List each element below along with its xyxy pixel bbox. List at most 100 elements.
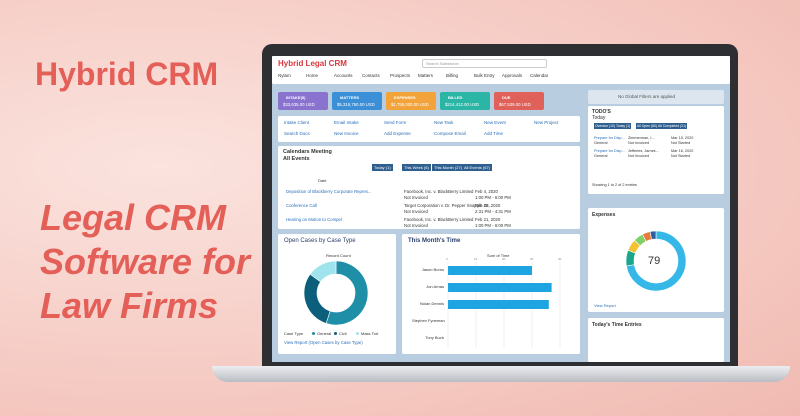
pie-slice [309, 260, 337, 283]
calendar-filter[interactable]: All Events (67) [462, 164, 493, 171]
legend-label: General [317, 331, 332, 336]
action-link[interactable]: New Event [484, 120, 506, 125]
todo-status: Not Invoiced [628, 141, 650, 145]
filter-note: No Global Filters are applied [618, 94, 676, 99]
x-tick-label: 0 [446, 257, 448, 261]
nav-item[interactable]: Matters [418, 73, 434, 78]
legend-label: Mass Tort [361, 331, 379, 336]
todo-subtitle: Today [592, 115, 606, 121]
time-entries-card [588, 318, 724, 362]
y-tick-label: Tony Buch [425, 335, 444, 340]
chart-footer[interactable]: View Report (Open Cases by Case Type) [284, 340, 363, 345]
action-link[interactable]: Compose Email [434, 131, 466, 136]
event-name[interactable]: Deposition of Blackberry Corporate Repre… [286, 189, 372, 194]
x-tick-label: 40 [558, 257, 562, 261]
tile-label: EXPENSES [394, 95, 416, 100]
action-link[interactable]: Search Docs [284, 131, 310, 136]
chart-title: Open Cases by Case Type [284, 238, 356, 244]
action-link[interactable]: New Invoice [334, 131, 359, 136]
x-tick-label: 30 [530, 257, 534, 261]
expenses-report[interactable]: View Report [594, 303, 616, 308]
todo-footer: Showing 1 to 2 of 2 entries [592, 183, 637, 187]
stat-tile [332, 92, 382, 110]
todo-name[interactable]: Prepare for Disp... [594, 149, 625, 153]
nav-item[interactable]: Calendar [530, 73, 549, 78]
nav-item[interactable]: Nylam [278, 73, 291, 78]
event-matter: Target Corporation v. Dr. Pepper Snapple… [404, 203, 492, 208]
chart-title: This Month's Time [408, 238, 461, 244]
event-date: Feb 4, 2020 [475, 189, 498, 194]
action-link[interactable]: New Task [434, 120, 454, 125]
hero-title: Hybrid CRM [35, 56, 219, 92]
todo-who: Zimmerman, I... [628, 136, 655, 140]
action-link[interactable]: Add Expense [384, 131, 411, 136]
stat-tile [440, 92, 490, 110]
legend-swatch [334, 332, 337, 335]
todo-filter[interactable]: Overdue (10) [594, 123, 616, 129]
date-header: Date [318, 178, 327, 183]
nav-item[interactable]: Contacts [362, 73, 380, 78]
y-tick-label: Jon Arnas [426, 284, 444, 289]
nav-item[interactable]: Approvals [502, 73, 523, 78]
header [272, 56, 730, 84]
event-status: Not Invoiced [404, 209, 428, 214]
calendar-filter[interactable]: This Month (27) [432, 164, 465, 171]
cases-card [278, 234, 396, 354]
event-matter: Facebook, Inc. v. BlackBerry Limited [404, 189, 474, 194]
stat-tile [386, 92, 436, 110]
calendar-card [278, 146, 580, 229]
tile-value: $5,316,750.00 USD [337, 102, 375, 107]
action-link[interactable]: Send Form [384, 120, 407, 125]
nav-item[interactable]: Billing [446, 73, 459, 78]
stat-tile [278, 92, 328, 110]
tile-value: $33,635.00 USD [283, 102, 315, 107]
todo-filter[interactable]: All Open (80) [636, 123, 658, 129]
tile-value: $1,755,000.00 USD [391, 102, 429, 107]
event-date: Feb 20, 2020 [475, 203, 501, 208]
action-link[interactable]: New Project [534, 120, 559, 125]
tile-label: INTAKE(5) [286, 95, 306, 100]
nav-item[interactable]: Home [306, 73, 319, 78]
x-axis-label: Sum of Time [487, 253, 510, 258]
event-name[interactable]: Hearing on Motion to Compel [286, 217, 342, 222]
legend-label: Civil [339, 331, 347, 336]
todo-name[interactable]: Prepare for Disp... [594, 136, 625, 140]
action-link[interactable]: Email Intake [334, 120, 359, 125]
event-name[interactable]: Conference Call [286, 203, 317, 208]
legend-swatch [312, 332, 315, 335]
event-time: 1:00 PM - 6:00 PM [475, 223, 511, 228]
tile-label: DUE [502, 95, 511, 100]
todo-state: Not Started [671, 154, 691, 158]
tagline-line: Legal CRM [40, 197, 227, 238]
screen: Hybrid Legal CRM Search Salesforce Nylam Ho… [272, 56, 730, 362]
action-link[interactable]: Intake Client [284, 120, 310, 125]
bar [448, 300, 549, 309]
calendar-filter[interactable]: Today (1) [372, 164, 393, 171]
x-tick-label: 20 [502, 257, 506, 261]
chart-subtitle: Record Count [326, 253, 351, 258]
event-status: Not Invoiced [404, 223, 428, 228]
event-status: Not Invoiced [404, 195, 428, 200]
todo-filter[interactable]: All Completed (21) [657, 123, 688, 129]
action-link[interactable]: Add Time [484, 131, 504, 136]
calendar-filter[interactable]: This Week (6) [402, 164, 431, 171]
tile-value: $214,412.00 USD [445, 102, 480, 107]
todo-status: Not Invoiced [628, 154, 650, 158]
todo-date: Mar 15, 2020 [671, 136, 694, 140]
calendar-title: Calendars Meeting [283, 149, 332, 155]
y-tick-label: Nolan Dennis [419, 301, 444, 306]
y-tick-label: Jason Burns [421, 267, 444, 272]
pie-slice [325, 260, 369, 326]
chart-title: Expenses [592, 212, 616, 218]
nav-item[interactable]: Bulk Entry [474, 73, 495, 78]
todo-card [588, 106, 724, 194]
tile-value: $67,539.00 USD [499, 102, 531, 107]
todo-filter[interactable]: Today (1) [615, 123, 632, 129]
filter-banner [588, 90, 724, 104]
nav-item[interactable]: Prospects [390, 73, 411, 78]
bar [448, 283, 552, 292]
brand: Hybrid Legal CRM [278, 59, 347, 68]
stat-tile [494, 92, 544, 110]
nav-item[interactable]: Accounts [334, 73, 353, 78]
